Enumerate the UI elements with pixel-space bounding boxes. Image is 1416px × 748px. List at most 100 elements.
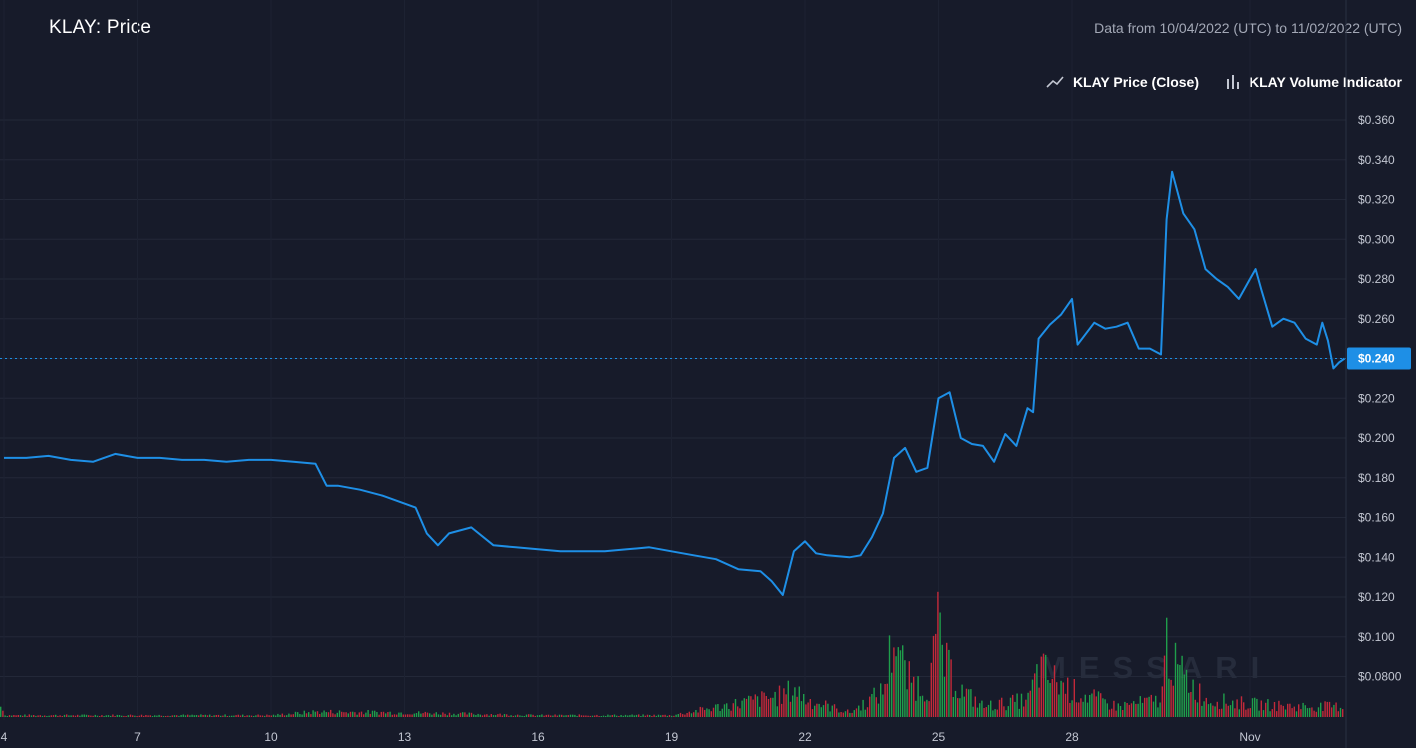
volume-bar xyxy=(679,712,682,717)
legend-label-volume: KLAY Volume Indicator xyxy=(1249,74,1402,90)
y-axis: $0.360 $0.340 $0.320 $0.300 $0.280 $0.260 $0.2… xyxy=(1358,113,1402,684)
y-tick-label: $0.140 xyxy=(1358,550,1395,564)
volume-bar xyxy=(367,710,369,717)
volume-bar xyxy=(266,714,268,717)
volume-bar xyxy=(1236,699,1238,717)
volume-bar xyxy=(778,685,781,717)
volume-bar xyxy=(558,714,561,717)
volume-bar xyxy=(1075,702,1078,717)
volume-bar xyxy=(937,591,939,717)
volume-bar xyxy=(1148,696,1150,717)
volume-bar xyxy=(574,714,576,717)
volume-bar xyxy=(642,714,644,717)
volume-bar xyxy=(644,715,646,717)
volume-bar xyxy=(235,715,237,717)
volume-bar xyxy=(70,715,72,717)
volume-bar xyxy=(162,716,165,717)
volume-bar xyxy=(820,707,822,717)
volume-bar xyxy=(844,711,847,717)
volume-bar xyxy=(519,715,521,717)
volume-bar xyxy=(591,715,594,717)
volume-bar xyxy=(81,714,83,717)
volume-bar xyxy=(728,709,730,717)
volume-bar xyxy=(1049,683,1051,717)
volume-bar xyxy=(435,712,437,717)
volume-bar xyxy=(594,715,596,717)
volume-bar xyxy=(994,709,996,717)
volume-bar xyxy=(290,714,292,717)
volume-bar xyxy=(8,715,11,717)
volume-bar xyxy=(402,714,404,717)
legend-item-volume[interactable]: KLAY Volume Indicator xyxy=(1225,74,1402,90)
legend-item-price[interactable]: KLAY Price (Close) xyxy=(1045,74,1199,90)
volume-bar xyxy=(1302,702,1304,717)
volume-bar xyxy=(213,715,215,717)
volume-bar xyxy=(569,714,572,717)
volume-bar xyxy=(1150,694,1152,717)
volume-bar xyxy=(611,715,613,717)
volume-bar xyxy=(677,714,679,717)
volume-bar xyxy=(789,701,792,717)
volume-bar xyxy=(1276,711,1278,717)
volume-bar xyxy=(708,709,710,717)
x-tick-label: 28 xyxy=(1065,730,1079,744)
volume-bar xyxy=(521,715,523,717)
volume-bar xyxy=(1115,710,1117,717)
volume-bar xyxy=(1247,708,1249,717)
volume-bar xyxy=(1166,617,1168,717)
volume-bar xyxy=(919,696,921,717)
volume-bar xyxy=(1238,709,1240,717)
volume-bar xyxy=(976,707,979,717)
volume-bar xyxy=(121,715,123,717)
volume-bar xyxy=(910,682,913,717)
volume-bar xyxy=(635,714,638,717)
volume-bar xyxy=(1152,701,1155,717)
volume-bar xyxy=(871,694,873,717)
volume-bar xyxy=(1082,701,1084,717)
volume-bar xyxy=(699,706,701,717)
volume-bar xyxy=(1260,700,1262,717)
volume-bar xyxy=(1335,702,1337,717)
volume-bar xyxy=(897,647,899,717)
volume-bar xyxy=(1265,702,1267,717)
volume-bar xyxy=(301,714,303,717)
volume-bar xyxy=(396,714,398,717)
volume-bar xyxy=(1256,698,1258,717)
volume-bar xyxy=(30,715,33,717)
volume-bar xyxy=(1309,707,1311,717)
volume-bar xyxy=(41,715,44,717)
volume-bar xyxy=(292,714,294,717)
volume-bar xyxy=(48,715,50,717)
volume-bar xyxy=(983,708,985,717)
volume-bar xyxy=(715,704,717,717)
volume-bar xyxy=(1020,693,1023,717)
volume-bar xyxy=(365,712,367,717)
volume-bar xyxy=(545,714,547,717)
volume-bar xyxy=(829,711,831,717)
volume-bar xyxy=(1293,706,1295,717)
volume-bar xyxy=(1223,693,1225,717)
volume-bar xyxy=(481,715,484,717)
volume-bar xyxy=(814,705,816,717)
volume-bar xyxy=(1174,642,1177,717)
volume-bar xyxy=(1218,709,1221,717)
volume-bar xyxy=(514,715,517,717)
y-tick-label: $0.340 xyxy=(1358,153,1395,167)
volume-bar xyxy=(83,714,85,717)
volume-bar xyxy=(63,714,66,717)
volume-bar xyxy=(932,635,935,717)
volume-bar xyxy=(127,715,129,717)
volume-bar xyxy=(781,703,783,717)
volume-bar xyxy=(1317,707,1320,717)
volume-bar xyxy=(270,715,272,717)
volume-bar xyxy=(943,676,946,717)
volume-bar xyxy=(1102,698,1104,717)
volume-bar xyxy=(1031,679,1034,717)
volume-bar xyxy=(794,687,796,717)
volume-bar xyxy=(807,702,809,717)
volume-bar xyxy=(1289,703,1291,717)
volume-bar xyxy=(154,715,156,717)
volume-bar xyxy=(1278,700,1280,717)
volume-bar xyxy=(891,672,893,717)
